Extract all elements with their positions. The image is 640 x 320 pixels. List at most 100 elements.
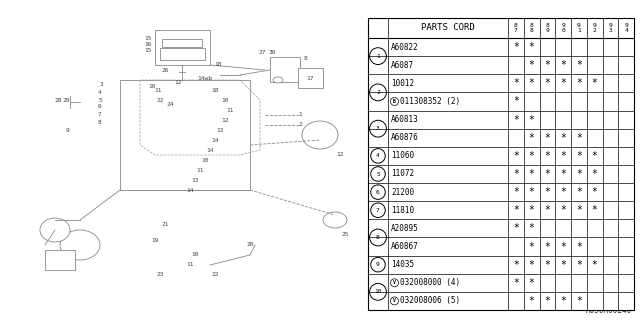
Text: 8
9: 8 9 [545,23,549,33]
Text: *: * [529,242,534,252]
Text: 15: 15 [144,49,152,53]
Text: *: * [529,133,534,143]
Text: *: * [529,223,534,233]
Text: 3: 3 [376,126,380,131]
Text: *: * [576,169,582,179]
Text: 14: 14 [206,148,214,153]
Text: *: * [545,78,550,88]
Text: 9
4: 9 4 [624,23,628,33]
Text: 1: 1 [376,54,380,59]
Text: 23: 23 [156,273,164,277]
Text: 11: 11 [227,108,234,113]
Text: *: * [560,133,566,143]
Text: 10: 10 [191,252,199,258]
Text: *: * [576,133,582,143]
Text: 7: 7 [98,113,102,117]
Text: *: * [513,78,519,88]
Text: 14: 14 [211,138,219,142]
Text: A050A00240: A050A00240 [586,306,632,315]
Bar [160,48,205,60]
Text: *: * [545,205,550,215]
Text: 26: 26 [161,68,169,73]
Text: 22: 22 [156,98,164,102]
Text: B: B [393,99,396,104]
Text: *: * [545,169,550,179]
Text: 22: 22 [211,273,219,277]
Text: 011308352 (2): 011308352 (2) [400,97,460,106]
Text: *: * [513,169,519,179]
Text: 5: 5 [98,98,102,102]
Text: *: * [576,260,582,270]
Bar [45,250,75,270]
Text: 032008000 (4): 032008000 (4) [400,278,460,287]
Text: 12: 12 [336,153,344,157]
Text: 8
7: 8 7 [514,23,518,33]
Text: *: * [545,187,550,197]
Text: *: * [529,169,534,179]
Text: 18: 18 [211,87,219,92]
Text: *: * [560,260,566,270]
Text: *: * [560,78,566,88]
Text: 13: 13 [216,127,224,132]
Text: 9: 9 [66,127,70,132]
Text: 9
0: 9 0 [561,23,565,33]
Text: 8: 8 [98,121,102,125]
Text: 1: 1 [298,113,302,117]
Text: *: * [529,60,534,70]
Text: *: * [529,151,534,161]
Text: *: * [513,278,519,288]
Text: 11810: 11810 [391,206,414,215]
Text: 19: 19 [151,237,159,243]
Text: *: * [545,296,550,306]
Text: 30: 30 [268,50,276,54]
Text: *: * [529,78,534,88]
Text: 8: 8 [303,55,307,60]
Text: 15: 15 [144,36,152,41]
Text: A20895: A20895 [391,224,419,233]
Text: *: * [576,187,582,197]
Text: 8: 8 [376,235,380,240]
Bar [162,39,202,47]
Text: 21: 21 [161,222,169,228]
Text: 13: 13 [191,178,199,182]
Ellipse shape [60,230,100,260]
Text: *: * [513,151,519,161]
Text: 11: 11 [196,167,204,172]
Text: 11: 11 [154,87,162,92]
Text: *: * [560,169,566,179]
Text: *: * [592,169,598,179]
Text: 7: 7 [376,208,380,213]
Text: 14: 14 [186,188,194,193]
Text: 6: 6 [98,105,102,109]
Text: *: * [576,151,582,161]
Text: 6: 6 [376,190,380,195]
Text: 2: 2 [376,90,380,95]
Text: *: * [576,242,582,252]
Text: *: * [513,205,519,215]
Bar [270,57,300,82]
Text: PARTS CORD: PARTS CORD [421,23,475,33]
Text: 11072: 11072 [391,170,414,179]
Text: 20: 20 [246,243,253,247]
Text: *: * [592,78,598,88]
Text: *: * [560,60,566,70]
Bar [298,68,323,88]
Text: *: * [529,187,534,197]
Text: A6087: A6087 [391,61,414,70]
Text: *: * [513,187,519,197]
Text: 27: 27 [259,50,266,54]
Ellipse shape [40,218,70,242]
Text: 14035: 14035 [391,260,414,269]
Text: 17: 17 [307,76,314,81]
Text: *: * [545,242,550,252]
Text: 4: 4 [376,153,380,158]
Text: *: * [592,187,598,197]
Bar [120,80,250,190]
Text: 18: 18 [214,62,221,68]
Bar [155,30,210,65]
Text: *: * [529,205,534,215]
Text: *: * [529,115,534,124]
Text: 10: 10 [201,157,209,163]
Text: *: * [545,60,550,70]
Text: 11: 11 [186,262,194,268]
